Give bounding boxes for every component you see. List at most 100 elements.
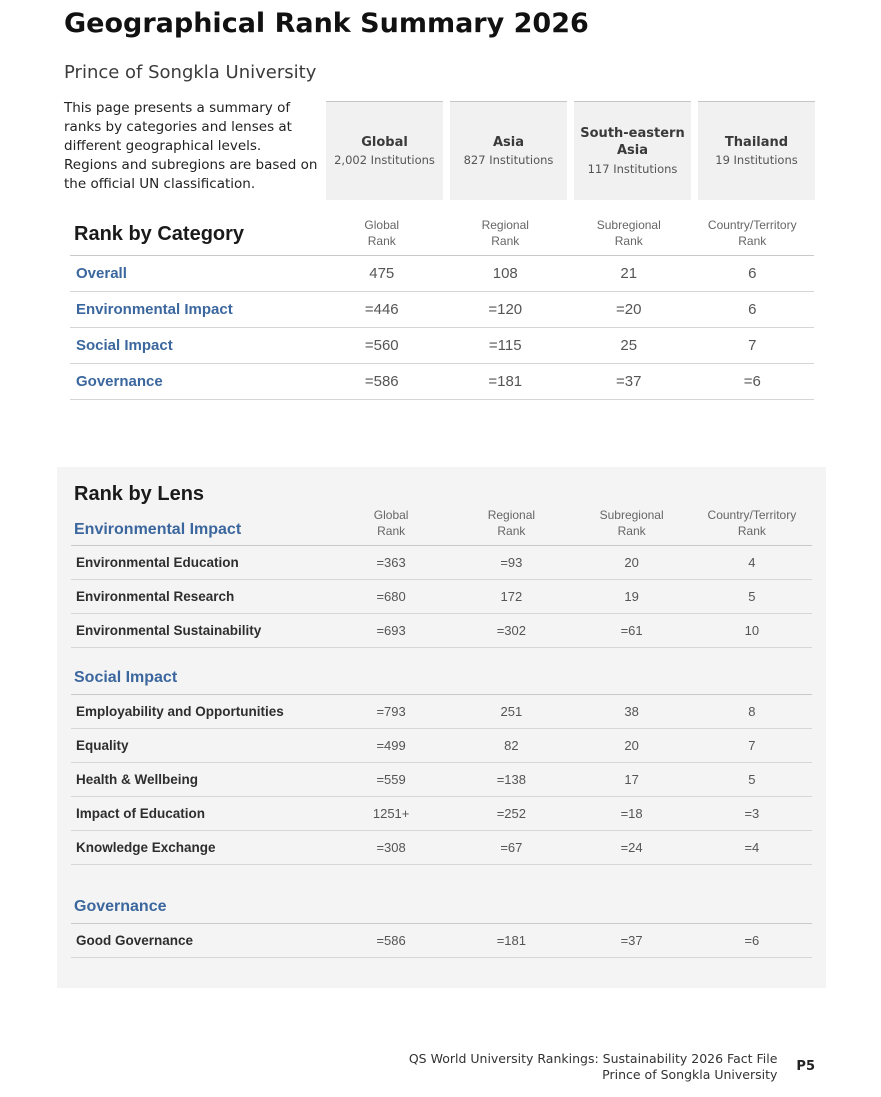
rank-value: 17 bbox=[624, 772, 639, 788]
rank-value: 20 bbox=[624, 555, 639, 571]
lens-section-heading: Environmental Impact bbox=[74, 521, 242, 539]
rank-by-category-header: Rank by Category Global Rank Regional Ra… bbox=[70, 217, 814, 256]
lens-label: Knowledge Exchange bbox=[76, 840, 216, 856]
column-header-country-rank: Country/Territory Rank bbox=[707, 218, 797, 248]
footer-text: QS World University Rankings: Sustainabi… bbox=[409, 1051, 778, 1082]
rank-value: =6 bbox=[744, 933, 760, 949]
rank-by-category-heading: Rank by Category bbox=[74, 222, 245, 245]
footer-line1: QS World University Rankings: Sustainabi… bbox=[408, 1051, 778, 1066]
rank-value: 1251+ bbox=[372, 806, 410, 822]
rank-value: =252 bbox=[496, 806, 527, 822]
rank-value: 6 bbox=[748, 265, 757, 282]
rank-value: 20 bbox=[624, 738, 639, 754]
category-label: Governance bbox=[76, 373, 163, 390]
rank-value: =499 bbox=[376, 738, 406, 754]
geo-box-count: 827 Institutions bbox=[463, 153, 554, 168]
lens-section-heading: Governance bbox=[74, 898, 167, 916]
lens-section-heading: Social Impact bbox=[74, 669, 178, 687]
geo-box-name: Thailand bbox=[724, 134, 789, 150]
rank-value: 19 bbox=[624, 589, 639, 605]
lens-label: Environmental Sustainability bbox=[76, 623, 262, 639]
rank-value: =446 bbox=[364, 301, 399, 318]
lens-section-social-impact-header: Social Impact bbox=[71, 669, 812, 696]
rank-value: =793 bbox=[376, 704, 406, 720]
rank-value: =6 bbox=[743, 373, 761, 390]
lens-label: Environmental Research bbox=[76, 589, 235, 605]
rank-value: =302 bbox=[496, 623, 527, 639]
geo-box-thailand: Thailand 19 Institutions bbox=[698, 101, 815, 200]
rank-by-lens-heading: Rank by Lens bbox=[74, 483, 205, 505]
rank-value: 25 bbox=[620, 337, 638, 354]
category-label: Environmental Impact bbox=[76, 301, 233, 318]
category-label: Overall bbox=[76, 265, 127, 282]
geo-box-count: 117 Institutions bbox=[587, 161, 678, 176]
rank-value: =363 bbox=[376, 555, 406, 571]
column-header-global-rank: Global Rank bbox=[364, 218, 400, 248]
rank-value: 172 bbox=[500, 589, 523, 605]
page-number: P5 bbox=[796, 1059, 815, 1074]
rank-value: 108 bbox=[492, 265, 518, 282]
rank-value: =559 bbox=[376, 772, 406, 788]
rank-value: =138 bbox=[496, 772, 527, 788]
rank-value: =181 bbox=[496, 933, 527, 949]
geo-box-count: 2,002 Institutions bbox=[334, 153, 435, 168]
table-row: Good Governance =586 =181 =37 =6 bbox=[71, 924, 812, 959]
rank-value: 4 bbox=[748, 555, 756, 571]
lens-label: Health & Wellbeing bbox=[76, 772, 199, 788]
rank-value: =20 bbox=[616, 301, 642, 318]
rank-value: 8 bbox=[748, 704, 756, 720]
rank-value: 7 bbox=[748, 337, 757, 354]
intro-text: This page presents a summary of ranks by… bbox=[64, 100, 318, 192]
table-row: Social Impact =560 =115 25 7 bbox=[70, 328, 814, 364]
rank-value: =308 bbox=[376, 840, 406, 856]
rank-value: =586 bbox=[364, 373, 399, 390]
rank-value: 82 bbox=[504, 738, 519, 754]
page-footer: QS World University Rankings: Sustainabi… bbox=[409, 1051, 815, 1082]
rank-value: =61 bbox=[620, 623, 643, 639]
geo-box-count: 19 Institutions bbox=[715, 153, 798, 168]
rank-value: 251 bbox=[500, 704, 523, 720]
rank-value: =680 bbox=[376, 589, 406, 605]
geo-box-name: South-eastern Asia bbox=[580, 126, 685, 158]
rank-value: =24 bbox=[620, 840, 643, 856]
geo-box-global: Global 2,002 Institutions bbox=[326, 101, 443, 200]
rank-value: =93 bbox=[500, 555, 523, 571]
column-header-country-rank: Country/Territory Rank bbox=[707, 508, 797, 538]
geo-box-south-eastern-asia: South-eastern Asia 117 Institutions bbox=[574, 101, 691, 200]
rank-by-lens-card: Rank by Lens Environmental Impact Global… bbox=[57, 467, 826, 988]
table-row: Overall 475 108 21 6 bbox=[70, 256, 814, 292]
rank-value: =560 bbox=[364, 337, 399, 354]
lens-label: Environmental Education bbox=[76, 555, 239, 571]
rank-value: =586 bbox=[376, 933, 406, 949]
rank-value: 6 bbox=[748, 301, 757, 318]
column-header-regional-rank: Regional Rank bbox=[487, 508, 536, 538]
geo-box-name: Asia bbox=[492, 134, 525, 150]
rank-value: =3 bbox=[744, 806, 760, 822]
rank-value: 21 bbox=[620, 265, 638, 282]
lens-label: Impact of Education bbox=[76, 806, 206, 822]
lens-section-governance-header: Governance bbox=[71, 898, 812, 925]
page-subtitle: Prince of Songkla University bbox=[64, 62, 317, 83]
rank-value: =67 bbox=[500, 840, 523, 856]
rank-value: =4 bbox=[744, 840, 760, 856]
table-row: Impact of Education 1251+ =252 =18 =3 bbox=[71, 797, 812, 832]
table-row: Health & Wellbeing =559 =138 17 5 bbox=[71, 763, 812, 798]
column-header-global-rank: Global Rank bbox=[373, 508, 409, 538]
table-row: Knowledge Exchange =308 =67 =24 =4 bbox=[71, 831, 812, 866]
table-row: Environmental Research =680 172 19 5 bbox=[71, 580, 812, 615]
rank-value: =18 bbox=[620, 806, 643, 822]
rank-value: 5 bbox=[748, 589, 756, 605]
footer-line2: Prince of Songkla University bbox=[602, 1066, 778, 1082]
rank-by-category-table: Rank by Category Global Rank Regional Ra… bbox=[70, 217, 814, 400]
table-row: Environmental Impact =446 =120 =20 6 bbox=[70, 292, 814, 328]
rank-value: =37 bbox=[620, 933, 643, 949]
rank-value: 5 bbox=[748, 772, 756, 788]
rank-value: 10 bbox=[744, 623, 760, 639]
geo-box-asia: Asia 827 Institutions bbox=[450, 101, 567, 200]
column-header-subregional-rank: Subregional Rank bbox=[596, 218, 661, 248]
table-row: Equality =499 82 20 7 bbox=[71, 729, 812, 764]
rank-value: =181 bbox=[488, 373, 523, 390]
geo-summary-boxes: Global 2,002 Institutions Asia 827 Insti… bbox=[326, 101, 815, 200]
lens-section-environmental-impact-header: Environmental Impact Global Rank Regiona… bbox=[71, 508, 812, 547]
